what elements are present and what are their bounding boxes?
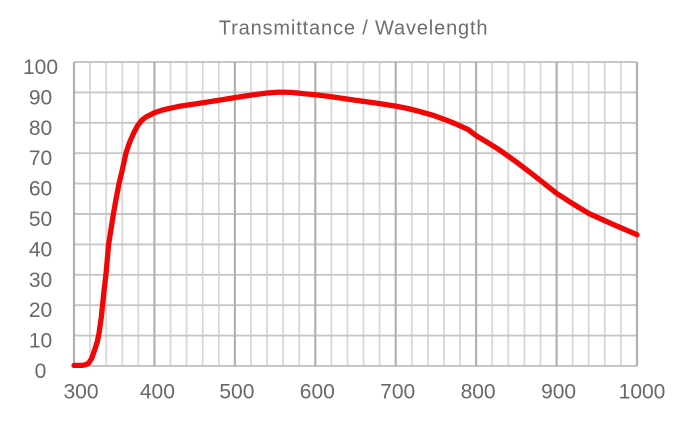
svg-text:800: 800 <box>461 380 496 403</box>
svg-text:400: 400 <box>140 380 175 403</box>
svg-text:1000: 1000 <box>619 380 666 403</box>
svg-text:30: 30 <box>29 269 52 292</box>
svg-text:10: 10 <box>29 330 52 353</box>
svg-text:50: 50 <box>29 208 52 231</box>
svg-text:90: 90 <box>29 86 52 109</box>
svg-text:Transmittance / Wavelength: Transmittance / Wavelength <box>219 17 489 39</box>
svg-text:600: 600 <box>300 380 335 403</box>
svg-text:60: 60 <box>29 178 52 201</box>
svg-text:20: 20 <box>29 299 52 322</box>
svg-text:500: 500 <box>219 380 254 403</box>
svg-text:900: 900 <box>541 380 576 403</box>
svg-text:100: 100 <box>23 56 58 79</box>
svg-text:70: 70 <box>29 147 52 170</box>
svg-text:700: 700 <box>380 380 415 403</box>
svg-text:80: 80 <box>29 117 52 140</box>
svg-text:40: 40 <box>29 238 52 261</box>
svg-text:300: 300 <box>63 380 98 403</box>
svg-text:0: 0 <box>35 360 47 383</box>
